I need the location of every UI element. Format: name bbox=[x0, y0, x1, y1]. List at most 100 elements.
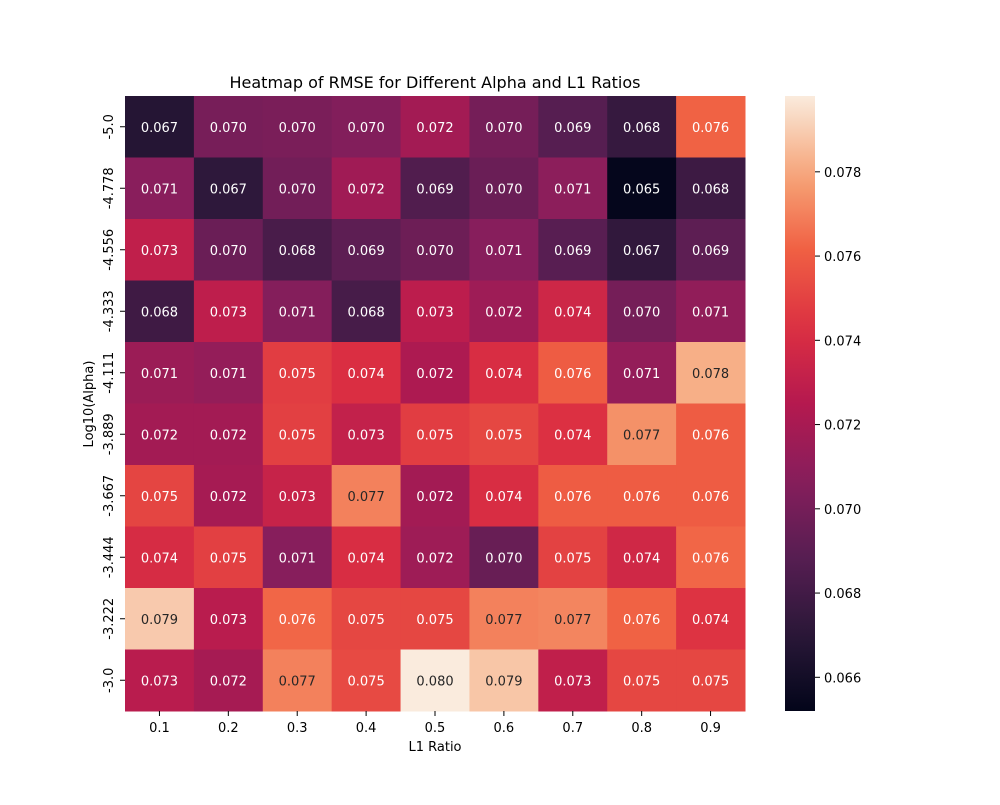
cell-value-label: 0.069 bbox=[554, 244, 591, 259]
cell-value-label: 0.069 bbox=[348, 244, 385, 259]
cell-value-label: 0.072 bbox=[210, 490, 247, 505]
heatmap-cell bbox=[125, 342, 195, 404]
heatmap-cell bbox=[400, 526, 470, 589]
heatmap-cell bbox=[607, 526, 677, 589]
heatmap-cell-labels: 0.067 0.070 0.070 0.070 0.072 0.070 0.069 0.068… bbox=[141, 121, 729, 690]
heatmap-cell bbox=[676, 403, 746, 466]
y-axis-label: Log10(Alpha) bbox=[82, 361, 97, 448]
y-tick-label: -4.111 bbox=[102, 352, 117, 394]
heatmap-cell bbox=[469, 342, 539, 404]
heatmap-cell bbox=[538, 342, 608, 404]
cell-value-label: 0.074 bbox=[554, 305, 591, 320]
cell-value-label: 0.074 bbox=[554, 428, 591, 443]
cell-value-label: 0.068 bbox=[623, 121, 660, 136]
heatmap-cell bbox=[607, 403, 677, 466]
heatmap-cell bbox=[331, 219, 402, 281]
heatmap-cell bbox=[469, 96, 539, 158]
x-tick-label: 0.1 bbox=[149, 721, 170, 736]
cell-value-label: 0.070 bbox=[279, 182, 316, 197]
y-tick-label: -3.667 bbox=[102, 475, 117, 517]
y-tick-label: -4.333 bbox=[102, 290, 117, 332]
heatmap-cell bbox=[262, 280, 333, 343]
cell-value-label: 0.074 bbox=[348, 551, 385, 566]
cell-value-label: 0.071 bbox=[623, 367, 660, 382]
cell-value-label: 0.072 bbox=[416, 551, 453, 566]
cell-value-label: 0.075 bbox=[554, 551, 591, 566]
heatmap-cell bbox=[607, 342, 677, 404]
heatmap-cell bbox=[607, 96, 677, 158]
heatmap-cell bbox=[400, 465, 470, 527]
heatmap-cell bbox=[193, 526, 264, 589]
cell-value-label: 0.075 bbox=[279, 428, 316, 443]
heatmap-cell bbox=[400, 96, 470, 158]
heatmap-cell bbox=[125, 649, 195, 712]
colorbar-gradient bbox=[785, 96, 815, 711]
cell-value-label: 0.071 bbox=[210, 367, 247, 382]
cell-value-label: 0.072 bbox=[210, 428, 247, 443]
cell-value-label: 0.076 bbox=[554, 367, 591, 382]
cell-value-label: 0.075 bbox=[141, 490, 178, 505]
cell-value-label: 0.068 bbox=[141, 305, 178, 320]
cell-value-label: 0.076 bbox=[692, 121, 729, 136]
heatmap-cell bbox=[538, 403, 608, 466]
cell-value-label: 0.077 bbox=[554, 613, 591, 628]
heatmap-cell bbox=[331, 588, 402, 650]
heatmap-cell bbox=[262, 157, 333, 220]
y-tick-label: -3.0 bbox=[102, 668, 117, 693]
heatmap-cell bbox=[331, 465, 402, 527]
cell-value-label: 0.073 bbox=[416, 305, 453, 320]
heatmap-cell bbox=[262, 588, 333, 650]
heatmap-cell bbox=[331, 157, 402, 220]
heatmap-cell bbox=[262, 465, 333, 527]
cell-value-label: 0.070 bbox=[279, 121, 316, 136]
cell-value-label: 0.070 bbox=[348, 121, 385, 136]
heatmap-cell bbox=[538, 96, 608, 158]
cell-value-label: 0.075 bbox=[279, 367, 316, 382]
cell-value-label: 0.073 bbox=[141, 244, 178, 259]
cell-value-label: 0.068 bbox=[348, 305, 385, 320]
cell-value-label: 0.075 bbox=[692, 674, 729, 689]
heatmap-cell bbox=[676, 157, 746, 220]
cell-value-label: 0.074 bbox=[141, 551, 178, 566]
cell-value-label: 0.070 bbox=[416, 244, 453, 259]
cell-value-label: 0.072 bbox=[348, 182, 385, 197]
x-tick-label: 0.8 bbox=[631, 721, 652, 736]
heatmap-cell bbox=[676, 526, 746, 589]
cell-value-label: 0.074 bbox=[692, 613, 729, 628]
cell-value-label: 0.073 bbox=[210, 305, 247, 320]
heatmap-cell bbox=[262, 403, 333, 466]
heatmap-cell bbox=[125, 588, 195, 650]
heatmap-cell bbox=[193, 280, 264, 343]
heatmap-cell bbox=[607, 649, 677, 712]
heatmap-cell bbox=[125, 526, 195, 589]
y-tick-label: -3.889 bbox=[102, 413, 117, 455]
heatmap-cell bbox=[400, 157, 470, 220]
heatmap-cell bbox=[607, 465, 677, 527]
heatmap-cell bbox=[125, 403, 195, 466]
cell-value-label: 0.070 bbox=[623, 305, 660, 320]
cell-value-label: 0.075 bbox=[210, 551, 247, 566]
cell-value-label: 0.076 bbox=[692, 428, 729, 443]
heatmap-cell bbox=[262, 649, 333, 712]
cell-value-label: 0.076 bbox=[692, 490, 729, 505]
heatmap-cell bbox=[193, 342, 264, 404]
cell-value-label: 0.075 bbox=[348, 674, 385, 689]
colorbar-tick-label: 0.072 bbox=[824, 419, 861, 434]
cell-value-label: 0.074 bbox=[485, 367, 522, 382]
cell-value-label: 0.076 bbox=[623, 490, 660, 505]
heatmap-cell bbox=[469, 588, 539, 650]
heatmap-cell bbox=[331, 280, 402, 343]
y-tick-label: -3.222 bbox=[102, 598, 117, 640]
heatmap-cell bbox=[400, 219, 470, 281]
x-tick-label: 0.2 bbox=[218, 721, 239, 736]
heatmap-cell bbox=[262, 96, 333, 158]
cell-value-label: 0.074 bbox=[623, 551, 660, 566]
heatmap-cell bbox=[125, 465, 195, 527]
heatmap-cell bbox=[262, 219, 333, 281]
cell-value-label: 0.070 bbox=[485, 551, 522, 566]
heatmap-cell bbox=[469, 403, 539, 466]
cell-value-label: 0.073 bbox=[279, 490, 316, 505]
heatmap-cell bbox=[331, 403, 402, 466]
